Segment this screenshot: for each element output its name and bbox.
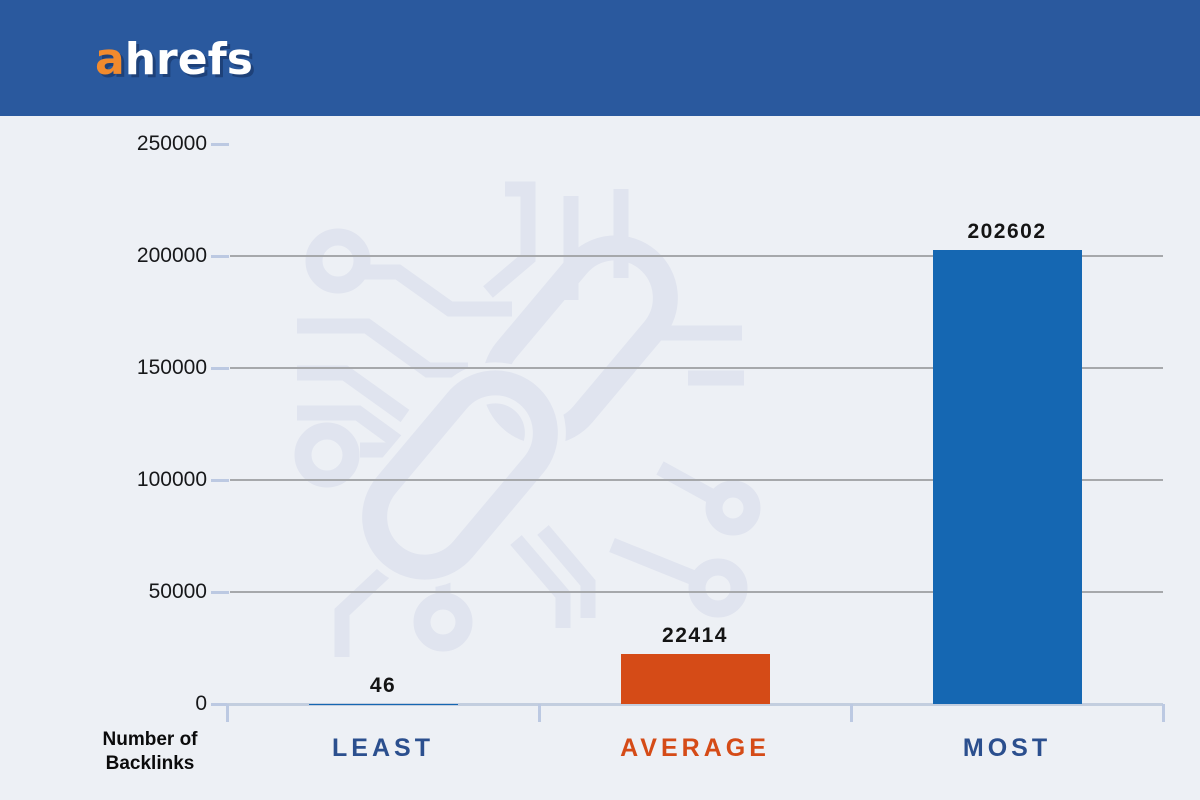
x-axis-tick [849,704,853,722]
y-axis-title: Number of Backlinks [78,728,222,776]
bar-average [620,653,770,704]
y-axis-tick-label: 250000 [136,132,207,155]
gridline [230,255,1163,257]
value-label-average: 22414 [662,623,728,647]
ahrefs-logo: ahrefs [95,34,253,85]
gridline [230,479,1163,481]
x-axis-tick [1161,704,1165,722]
bar-most [932,250,1082,704]
y-axis-tick-label: 150000 [136,356,207,379]
gridline [230,367,1163,369]
y-axis-tick-label: 50000 [148,580,207,603]
x-axis-tick [225,704,229,722]
category-label-most: MOST [962,734,1052,762]
value-label-most: 202602 [967,220,1047,244]
y-axis-tick [211,366,229,370]
gridline [230,591,1163,593]
y-axis-tick-label: 200000 [136,244,207,267]
logo-letters-hrefs: hrefs [124,34,253,85]
y-axis-tick-label: 0 [195,692,207,715]
logo-letter-a: a [95,34,125,85]
y-axis-tick-label: 100000 [136,468,207,491]
y-axis-title-line2: Backlinks [105,753,195,774]
y-axis-tick [211,590,229,594]
y-axis-tick [211,478,229,482]
header-bar: ahrefs [0,0,1200,116]
x-axis-tick [537,704,541,722]
y-axis-tick [211,142,229,146]
x-axis-line [227,702,1163,706]
category-label-least: LEAST [332,734,434,762]
y-axis-tick [211,254,229,258]
y-axis-tick [211,702,229,706]
category-label-average: AVERAGE [620,734,770,762]
value-label-least: 46 [369,673,397,697]
y-axis-title-line1: Number of [102,729,198,750]
